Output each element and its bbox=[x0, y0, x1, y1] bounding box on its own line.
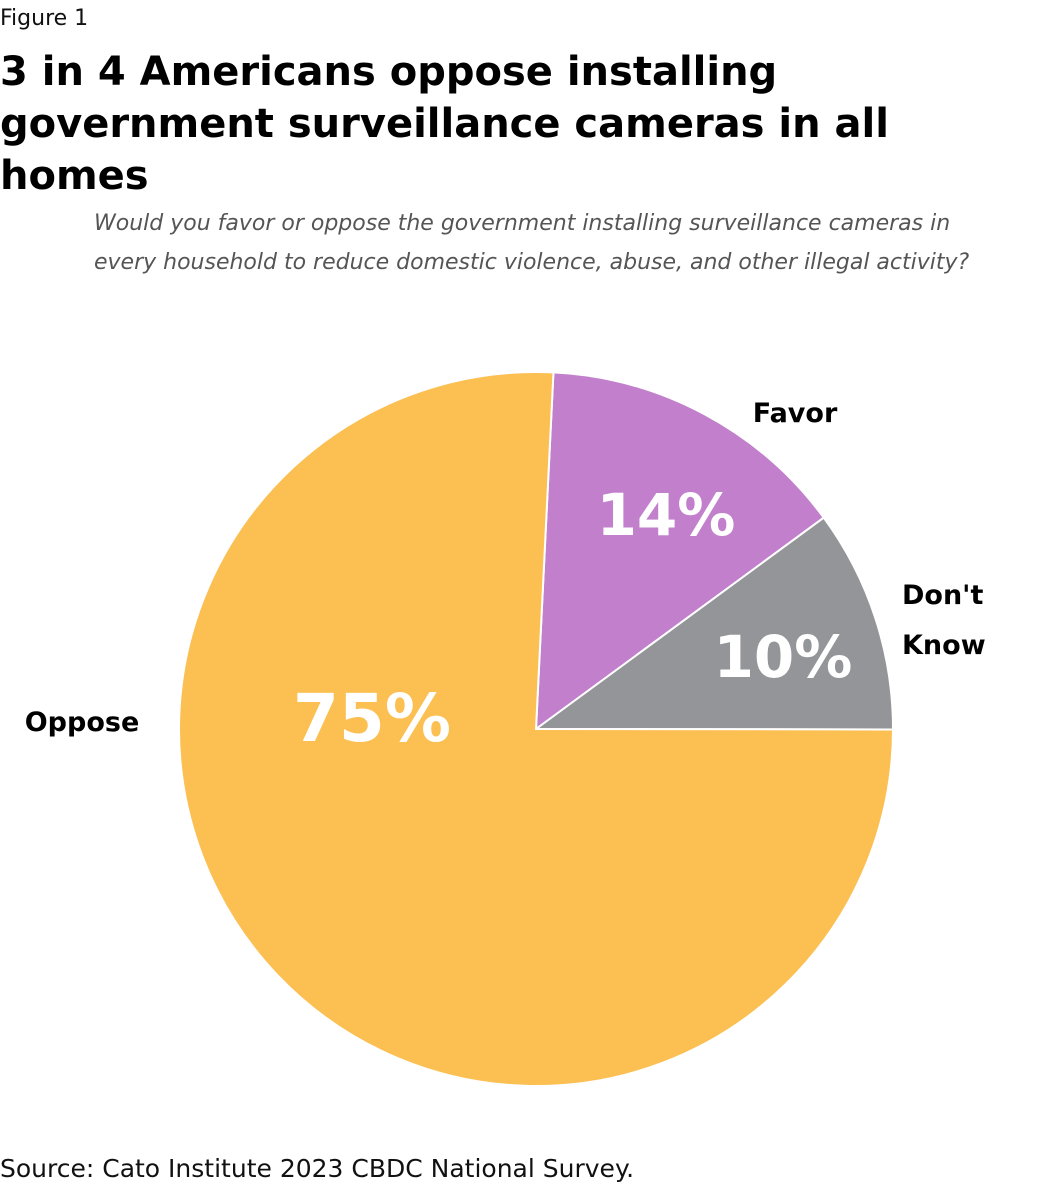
value-label-don-t-know: 10% bbox=[714, 623, 853, 691]
survey-question: Would you favor or oppose the government… bbox=[94, 211, 970, 275]
pie-slice-favor bbox=[534, 371, 826, 732]
category-label-don-t-know: Don't Know bbox=[902, 580, 986, 661]
value-label-oppose: 75% bbox=[293, 680, 451, 757]
pie-slice-don-t-know bbox=[532, 516, 895, 731]
figure-label: Figure 1 bbox=[0, 6, 89, 31]
category-label-oppose: Oppose bbox=[25, 707, 140, 738]
chart-title: 3 in 4 Americans oppose installing gover… bbox=[0, 49, 889, 199]
category-label-favor: Favor bbox=[753, 398, 838, 429]
pie-chart: 14% Favor 10% Don't Know 75% Oppose bbox=[25, 371, 986, 1087]
pie-slices bbox=[178, 371, 895, 1087]
source-note: Source: Cato Institute 2023 CBDC Nationa… bbox=[0, 1154, 635, 1183]
pie-labels: 14% Favor 10% Don't Know 75% Oppose bbox=[25, 398, 986, 757]
value-label-favor: 14% bbox=[597, 481, 736, 549]
pie-slice-oppose bbox=[178, 371, 895, 1087]
